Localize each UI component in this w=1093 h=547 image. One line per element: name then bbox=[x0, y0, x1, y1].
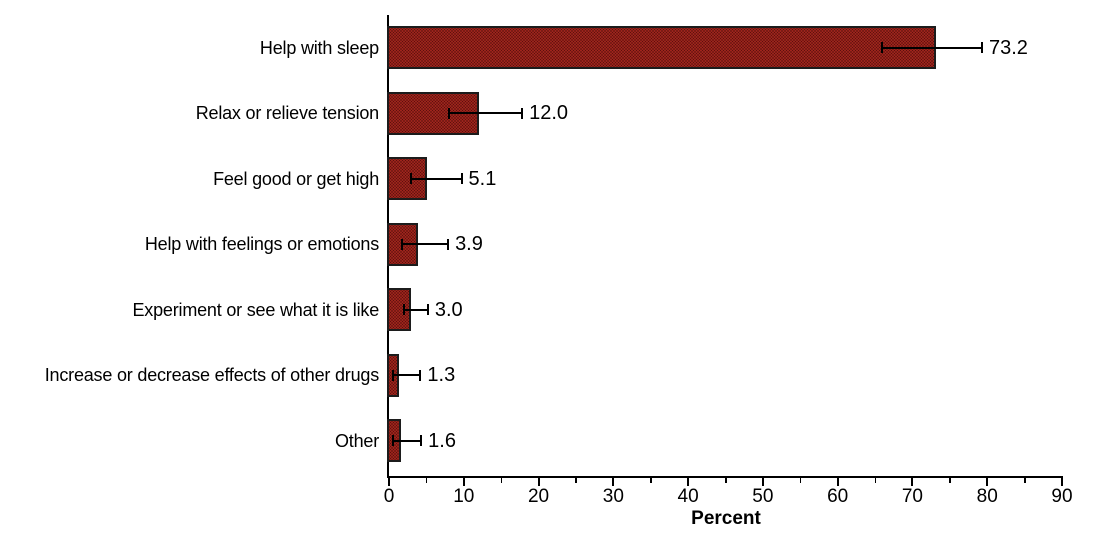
category-label: Experiment or see what it is like bbox=[132, 299, 380, 320]
category-label: Relax or relieve tension bbox=[195, 103, 379, 123]
x-tick-label: 60 bbox=[827, 486, 849, 507]
error-bar bbox=[401, 243, 449, 245]
x-tick-major bbox=[761, 478, 764, 486]
x-tick-major bbox=[537, 478, 540, 486]
x-tick-label: 50 bbox=[752, 486, 774, 507]
x-tick-minor bbox=[500, 478, 503, 483]
bar bbox=[387, 26, 937, 69]
value-label: 1.3 bbox=[427, 364, 456, 386]
error-bar-cap-right bbox=[521, 107, 524, 119]
x-tick-minor bbox=[575, 478, 577, 483]
x-tick-minor bbox=[874, 478, 877, 483]
error-bar-cap-left bbox=[402, 304, 405, 315]
error-bar-cap-left bbox=[391, 435, 394, 446]
error-bar-cap-right bbox=[980, 42, 983, 53]
error-bar-cap-right bbox=[420, 435, 423, 446]
value-label: 12.0 bbox=[529, 102, 569, 124]
x-tick-label: 20 bbox=[527, 486, 550, 507]
x-tick-label: 10 bbox=[453, 486, 475, 507]
category-label: Increase or decrease effects of other dr… bbox=[44, 365, 379, 385]
x-axis-line bbox=[387, 476, 1063, 478]
error-bar-cap-left bbox=[400, 238, 403, 250]
error-bar-cap-right bbox=[426, 304, 429, 315]
x-tick-label: 70 bbox=[901, 486, 924, 507]
x-tick-major bbox=[911, 478, 914, 486]
x-tick-major bbox=[462, 478, 465, 486]
error-bar bbox=[392, 439, 422, 442]
category-label: Help with feelings or emotions bbox=[144, 234, 379, 254]
category-label: Feel good or get high bbox=[213, 168, 379, 189]
x-tick-major bbox=[1061, 478, 1063, 486]
x-tick-major bbox=[836, 478, 839, 486]
x-tick-label: 40 bbox=[677, 486, 699, 507]
category-label: Help with sleep bbox=[259, 37, 379, 58]
error-bar-cap-left bbox=[391, 369, 394, 381]
category-label: Other bbox=[334, 430, 379, 451]
value-label: 3.0 bbox=[434, 298, 463, 321]
error-bar bbox=[448, 112, 523, 114]
x-tick-label: 90 bbox=[1051, 486, 1073, 507]
x-tick-minor bbox=[799, 478, 802, 483]
x-axis-label: Percent bbox=[691, 508, 761, 529]
error-bar-cap-left bbox=[880, 42, 883, 53]
error-bar bbox=[881, 46, 982, 49]
error-bar bbox=[392, 374, 421, 376]
error-bar-cap-left bbox=[409, 173, 412, 184]
x-tick-minor bbox=[1024, 478, 1026, 483]
value-label: 3.9 bbox=[455, 233, 483, 255]
value-label: 5.1 bbox=[468, 167, 497, 190]
value-label: 73.2 bbox=[988, 36, 1028, 59]
x-tick-minor bbox=[650, 478, 652, 483]
x-tick-minor bbox=[949, 478, 951, 483]
x-tick-minor bbox=[425, 478, 428, 483]
error-bar bbox=[403, 308, 428, 311]
value-label: 1.6 bbox=[428, 429, 456, 452]
x-tick-label: 0 bbox=[383, 486, 395, 507]
error-bar-cap-left bbox=[447, 107, 450, 119]
x-tick-major bbox=[687, 478, 690, 486]
x-tick-major bbox=[612, 478, 615, 486]
error-bar-cap-right bbox=[447, 238, 450, 250]
x-tick-label: 80 bbox=[976, 486, 998, 507]
error-bar-cap-right bbox=[460, 173, 463, 184]
x-tick-major bbox=[986, 478, 989, 486]
error-bar bbox=[410, 177, 462, 180]
x-tick-label: 30 bbox=[602, 486, 624, 507]
x-tick-minor bbox=[725, 478, 727, 483]
error-bar-cap-right bbox=[419, 369, 422, 381]
x-tick-major bbox=[388, 478, 390, 486]
